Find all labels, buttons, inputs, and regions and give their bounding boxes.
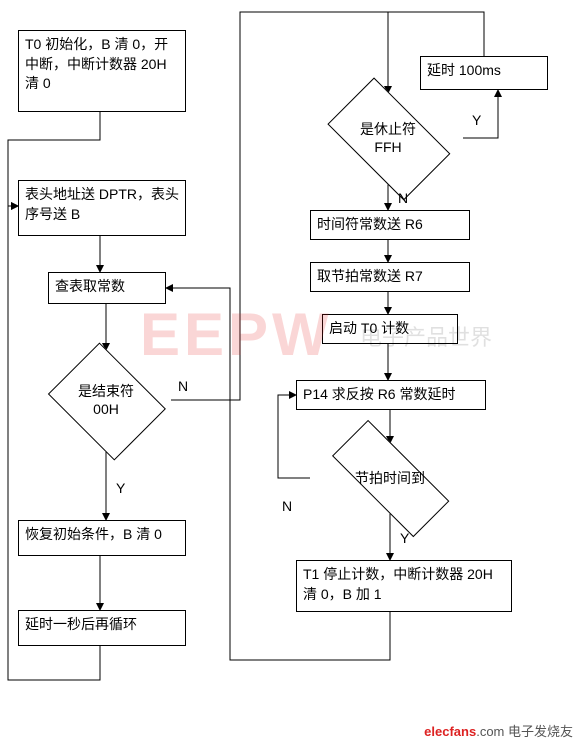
node-p14: P14 求反按 R6 常数延时 bbox=[296, 380, 486, 410]
edge-label: N bbox=[282, 498, 292, 514]
node-delay1s: 延时一秒后再循环 bbox=[18, 610, 186, 646]
edge-label: Y bbox=[400, 530, 409, 546]
edge-label: N bbox=[178, 378, 188, 394]
node-startT0: 启动 T0 计数 bbox=[322, 314, 458, 344]
edge-label: Y bbox=[116, 480, 125, 496]
edge-label: N bbox=[398, 190, 408, 206]
footer-brand: elecfans bbox=[424, 724, 476, 739]
node-lookup: 查表取常数 bbox=[48, 272, 166, 304]
node-init: T0 初始化，B 清 0，开中断，中断计数器 20H 清 0 bbox=[18, 30, 186, 112]
node-t1stop: T1 停止计数，中断计数器 20H 清 0，B 加 1 bbox=[296, 560, 512, 612]
footer-suffix: .com 电子发烧友 bbox=[476, 724, 573, 739]
flowchart-canvas: T0 初始化，B 清 0，开中断，中断计数器 20H 清 0 表头地址送 DPT… bbox=[0, 0, 583, 746]
edge-label: Y bbox=[472, 112, 481, 128]
node-dptr: 表头地址送 DPTR，表头序号送 B bbox=[18, 180, 186, 236]
node-r6: 时间符常数送 R6 bbox=[310, 210, 470, 240]
node-delay100ms: 延时 100ms bbox=[420, 56, 548, 90]
node-restore: 恢复初始条件，B 清 0 bbox=[18, 520, 186, 556]
node-r7: 取节拍常数送 R7 bbox=[310, 262, 470, 292]
watermark-eepw: EEPW bbox=[140, 300, 333, 369]
footer-credit: elecfans.com 电子发烧友 bbox=[424, 721, 573, 740]
